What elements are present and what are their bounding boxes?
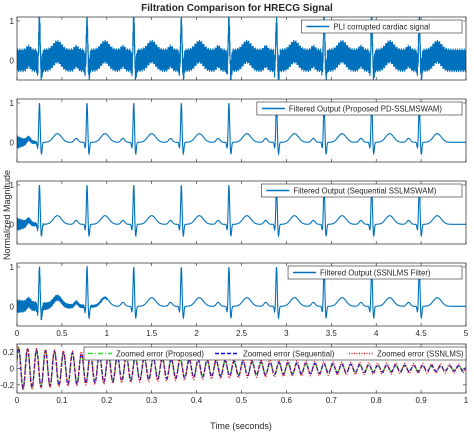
- chart-panel-2: 0 1 Filtered Output (Proposed PD-SSLMSWAM): [10, 98, 467, 163]
- legend-box: [301, 19, 463, 34]
- y-tick-label: 0: [10, 56, 15, 65]
- y-tick-label: -0.2: [0, 381, 14, 390]
- series-line-filtered-output-ssnlms-filter: [17, 265, 466, 321]
- y-tick-label: 0: [10, 220, 15, 229]
- legend-box: [256, 101, 463, 116]
- chart-panel-3: 0 1 Filtered Output (Sequential SSLMSWAM): [10, 180, 467, 245]
- x-tick-label: 3: [284, 329, 289, 338]
- legend-label: Filtered Output (Proposed PD-SSLMSWAM): [289, 105, 443, 114]
- x-tick-label: 1: [105, 329, 110, 338]
- series-line-filtered-output-proposed-pd-sslmswam: [17, 101, 466, 156]
- x-tick-label: 0.8: [371, 396, 383, 405]
- axes-box: [16, 98, 467, 163]
- x-tick-label: 0.5: [56, 329, 68, 338]
- legend-box: [287, 265, 463, 280]
- x-tick-label: 2.5: [236, 329, 248, 338]
- series-line-pli-corrupted-cardiac-signal: [17, 17, 466, 80]
- series-group: [17, 101, 466, 156]
- series-line-zoomed-error-proposed: [17, 347, 466, 390]
- x-tick-label: 0.2: [101, 396, 113, 405]
- x-tick-label: 4.5: [416, 329, 428, 338]
- x-tick-label: 0: [15, 329, 20, 338]
- series-group: [17, 183, 466, 238]
- series-line-zoomed-error-sequential: [17, 347, 466, 390]
- x-tick-label: 5: [464, 329, 469, 338]
- axes-box: [16, 180, 467, 245]
- y-tick-label: 1: [10, 17, 15, 26]
- x-tick-label: 0.5: [236, 396, 248, 405]
- chart-panels: 0 1 PLI corrupted cardiac signal 0 1 Filtered…: [0, 16, 469, 405]
- axes-box: [16, 343, 467, 394]
- axes-box: [16, 262, 467, 327]
- y-tick-label: 0: [10, 138, 15, 147]
- series-line-filtered-output-sequential-sslmswam: [17, 183, 466, 238]
- x-tick-label: 0.4: [191, 396, 203, 405]
- y-tick-label: 1: [10, 181, 15, 190]
- y-tick-label: 0: [10, 302, 15, 311]
- x-tick-label: 4: [374, 329, 379, 338]
- y-tick-label: 1: [10, 263, 15, 272]
- y-tick-label: 0.2: [3, 348, 15, 357]
- x-tick-label: 1.5: [146, 329, 158, 338]
- y-tick-label: 0: [10, 365, 15, 374]
- series-group: [17, 265, 466, 321]
- y-tick-label: 1: [10, 99, 15, 108]
- x-tick-label: 2: [194, 329, 199, 338]
- legend-label: Zoomed error (Proposed): [116, 350, 204, 359]
- x-axis-label: Time (seconds): [210, 421, 272, 431]
- x-tick-label: 1: [464, 396, 469, 405]
- legend-box: [261, 183, 463, 198]
- x-tick-label: 3.5: [326, 329, 338, 338]
- chart-panel-1: 0 1 PLI corrupted cardiac signal: [10, 16, 467, 81]
- x-tick-label: 0.7: [326, 396, 338, 405]
- legend-label: Filtered Output (Sequential SSLMSWAM): [293, 187, 437, 196]
- x-tick-label: 0: [15, 396, 20, 405]
- figure-title: Filtration Comparison for HRECG Signal: [141, 3, 333, 14]
- series-line-zoomed-error-ssnlms: [17, 346, 466, 391]
- legend-label: Filtered Output (SSNLMS Filter): [320, 269, 431, 278]
- legend-box: [83, 346, 467, 361]
- legend-label: PLI corrupted cardiac signal: [333, 23, 430, 32]
- legend-label: Zoomed error (SSNLMS): [377, 350, 464, 359]
- axes-box: [16, 16, 467, 81]
- x-tick-label: 0.9: [416, 396, 428, 405]
- y-axis-label: Normalized Magnitude: [2, 170, 12, 260]
- x-tick-label: 0.1: [56, 396, 68, 405]
- x-tick-label: 0.3: [146, 396, 158, 405]
- series-group: [17, 346, 466, 391]
- x-tick-label: 0.6: [281, 396, 293, 405]
- legend-label: Zoomed error (Sequential): [243, 350, 335, 359]
- series-group: [17, 17, 466, 80]
- chart-panel-4: 0 1 0 0.5 1 1.5 2 2.5 3 3.5 4 4.5 5 Filtered Output (…: [10, 262, 469, 338]
- chart-panel-5: -0.200.20 0.1 0.2 0.3 0.4 0.5 0.6 0.7 0.8 0.9 1Zoo…: [0, 343, 469, 405]
